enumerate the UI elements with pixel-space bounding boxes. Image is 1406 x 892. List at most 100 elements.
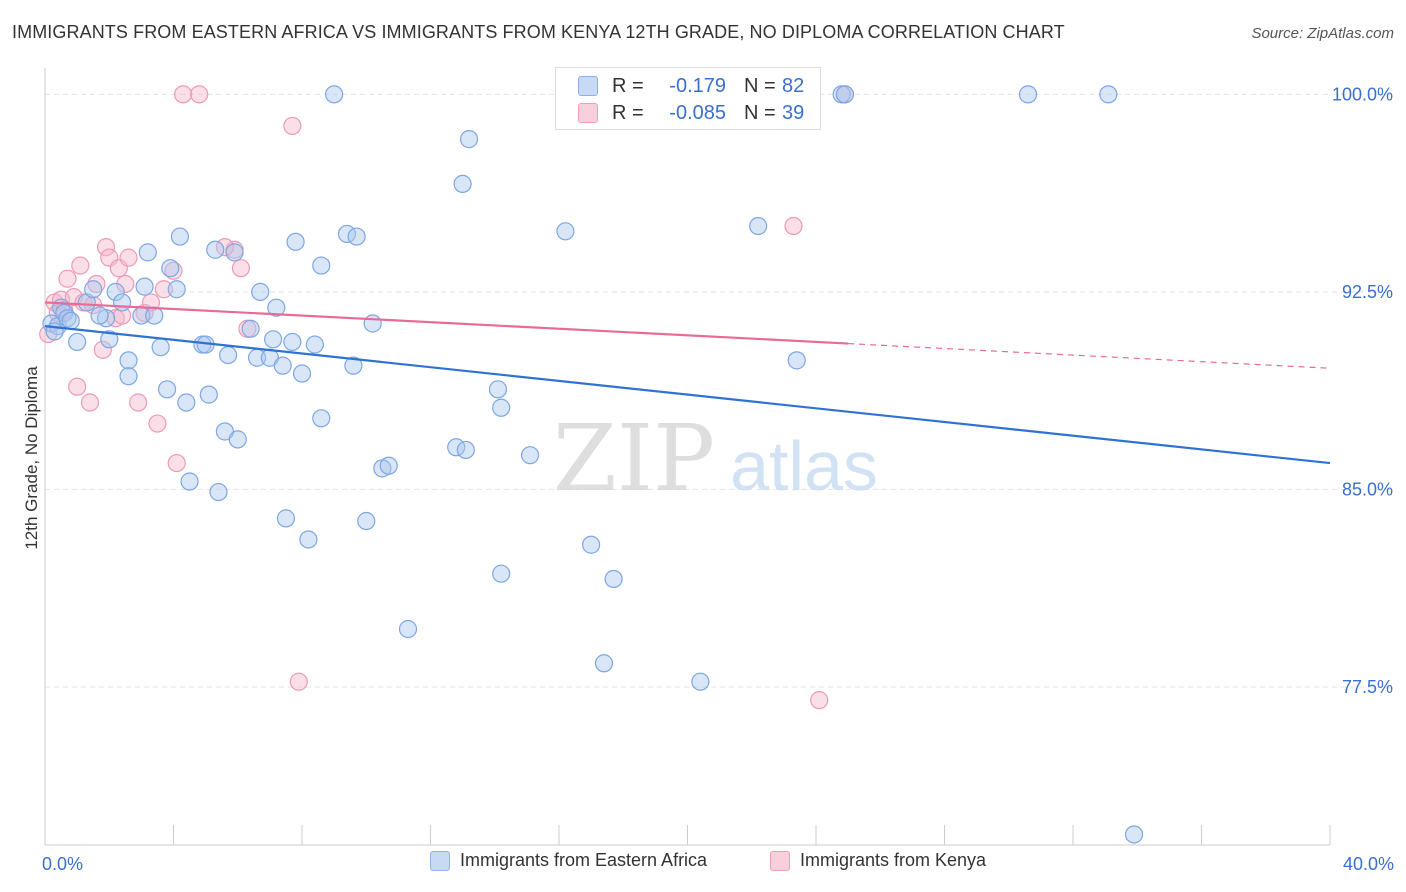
eastern-africa-point[interactable] bbox=[119, 351, 138, 370]
kenya-point[interactable] bbox=[231, 259, 251, 278]
kenya-point[interactable] bbox=[80, 393, 100, 412]
eastern-africa-point[interactable] bbox=[90, 306, 109, 325]
kenya-point[interactable] bbox=[283, 116, 302, 136]
kenya-point[interactable] bbox=[58, 269, 77, 288]
x-tick-label: 0.0% bbox=[42, 854, 83, 874]
eastern-africa-point[interactable] bbox=[835, 85, 855, 104]
eastern-africa-point[interactable] bbox=[145, 306, 164, 325]
kenya-point[interactable] bbox=[174, 85, 193, 104]
eastern-africa-point[interactable] bbox=[219, 345, 238, 365]
eastern-africa-point[interactable] bbox=[456, 440, 475, 460]
eastern-africa-point[interactable] bbox=[167, 280, 186, 299]
eastern-africa-point[interactable] bbox=[556, 222, 575, 241]
eastern-africa-point[interactable] bbox=[161, 259, 180, 278]
kenya-point[interactable] bbox=[190, 85, 209, 104]
n-value: 39 bbox=[782, 101, 805, 124]
eastern-africa-point[interactable] bbox=[1018, 85, 1038, 104]
eastern-africa-point[interactable] bbox=[347, 227, 366, 246]
eastern-africa-point[interactable] bbox=[344, 356, 363, 375]
eastern-africa-point[interactable] bbox=[594, 654, 614, 673]
eastern-africa-point[interactable] bbox=[1124, 825, 1144, 844]
eastern-africa-point[interactable] bbox=[312, 256, 331, 275]
kenya-point[interactable] bbox=[164, 261, 183, 280]
eastern-africa-point[interactable] bbox=[691, 672, 710, 691]
kenya-point[interactable] bbox=[68, 377, 87, 396]
y-tick-label: 100.0% bbox=[1332, 84, 1393, 104]
eastern-africa-point[interactable] bbox=[582, 535, 601, 554]
eastern-africa-point[interactable] bbox=[299, 530, 318, 549]
y-axis-label: 12th Grade, No Diploma bbox=[22, 366, 41, 550]
eastern-africa-point[interactable] bbox=[100, 330, 119, 349]
kenya-point[interactable] bbox=[96, 238, 116, 257]
eastern-africa-point[interactable] bbox=[228, 430, 247, 449]
legend-label: Immigrants from Kenya bbox=[800, 850, 987, 870]
eastern-africa-point[interactable] bbox=[379, 456, 398, 475]
eastern-africa-point[interactable] bbox=[312, 409, 331, 428]
eastern-africa-point[interactable] bbox=[749, 216, 768, 236]
eastern-africa-point[interactable] bbox=[357, 511, 376, 531]
eastern-africa-point[interactable] bbox=[325, 85, 344, 104]
eastern-africa-point[interactable] bbox=[305, 335, 324, 354]
r-value: -0.085 bbox=[669, 101, 726, 124]
kenya-point[interactable] bbox=[810, 691, 829, 710]
axes bbox=[44, 68, 1331, 846]
eastern-africa-point[interactable] bbox=[106, 282, 125, 301]
eastern-africa-point[interactable] bbox=[286, 232, 305, 251]
eastern-africa-point[interactable] bbox=[206, 240, 225, 259]
eastern-africa-point[interactable] bbox=[225, 243, 244, 262]
stats-row-kenya: R = -0.085 N = 39 bbox=[578, 100, 804, 126]
eastern-africa-point[interactable] bbox=[112, 293, 132, 312]
kenya-point[interactable] bbox=[119, 248, 138, 267]
eastern-africa-point[interactable] bbox=[363, 314, 382, 333]
n-label: N = bbox=[744, 101, 776, 124]
eastern-africa-point[interactable] bbox=[199, 385, 218, 404]
eastern-africa-point[interactable] bbox=[488, 380, 508, 399]
eastern-africa-point[interactable] bbox=[492, 564, 511, 583]
eastern-africa-point[interactable] bbox=[58, 309, 77, 328]
eastern-africa-point[interactable] bbox=[180, 472, 199, 491]
eastern-africa-point[interactable] bbox=[138, 243, 157, 262]
eastern-africa-point[interactable] bbox=[453, 174, 472, 193]
eastern-africa-point[interactable] bbox=[119, 367, 138, 386]
kenya-point[interactable] bbox=[71, 256, 90, 275]
eastern-africa-point[interactable] bbox=[492, 398, 511, 417]
kenya-point[interactable] bbox=[87, 274, 106, 294]
kenya-point[interactable] bbox=[93, 340, 112, 359]
kenya-point[interactable] bbox=[129, 393, 148, 412]
kenya-point[interactable] bbox=[289, 672, 308, 691]
eastern-africa-point[interactable] bbox=[398, 619, 418, 639]
eastern-africa-point[interactable] bbox=[459, 130, 479, 149]
eastern-africa-point[interactable] bbox=[1099, 85, 1118, 104]
eastern-africa-point[interactable] bbox=[135, 277, 154, 296]
eastern-africa-point[interactable] bbox=[251, 282, 270, 301]
stats-swatch-pink bbox=[578, 103, 598, 123]
kenya-point[interactable] bbox=[167, 453, 186, 473]
eastern-africa-point[interactable] bbox=[209, 482, 228, 502]
eastern-africa-point[interactable] bbox=[170, 227, 190, 246]
eastern-africa-point[interactable] bbox=[151, 338, 170, 357]
legend-item-eastern-africa[interactable]: Immigrants from Eastern Africa bbox=[430, 850, 707, 871]
kenya-point[interactable] bbox=[784, 216, 803, 236]
kenya-point[interactable] bbox=[148, 414, 167, 433]
r-label: R = bbox=[612, 74, 644, 97]
eastern-africa-point[interactable] bbox=[520, 446, 540, 465]
eastern-africa-point[interactable] bbox=[604, 569, 623, 589]
legend-item-kenya[interactable]: Immigrants from Kenya bbox=[770, 850, 986, 871]
eastern-africa-point[interactable] bbox=[787, 351, 806, 370]
stats-box: R = -0.179 N = 82 R = -0.085 N = 39 bbox=[555, 67, 821, 130]
eastern-africa-point[interactable] bbox=[68, 332, 87, 352]
eastern-africa-point[interactable] bbox=[276, 509, 296, 528]
eastern-africa-point[interactable] bbox=[177, 393, 196, 412]
eastern-africa-point[interactable] bbox=[61, 311, 80, 330]
eastern-africa-point[interactable] bbox=[157, 380, 177, 399]
legend-swatch-blue bbox=[430, 850, 450, 871]
eastern-africa-point[interactable] bbox=[292, 364, 312, 383]
eastern-africa-point[interactable] bbox=[267, 298, 286, 317]
eastern-africa-point[interactable] bbox=[263, 330, 283, 349]
eastern-africa-point[interactable] bbox=[84, 280, 103, 299]
eastern-africa-point[interactable] bbox=[241, 319, 260, 338]
eastern-africa-point[interactable] bbox=[283, 332, 302, 352]
eastern-africa-point[interactable] bbox=[273, 356, 292, 375]
grid bbox=[45, 93, 1392, 688]
kenya-point[interactable] bbox=[154, 280, 173, 299]
